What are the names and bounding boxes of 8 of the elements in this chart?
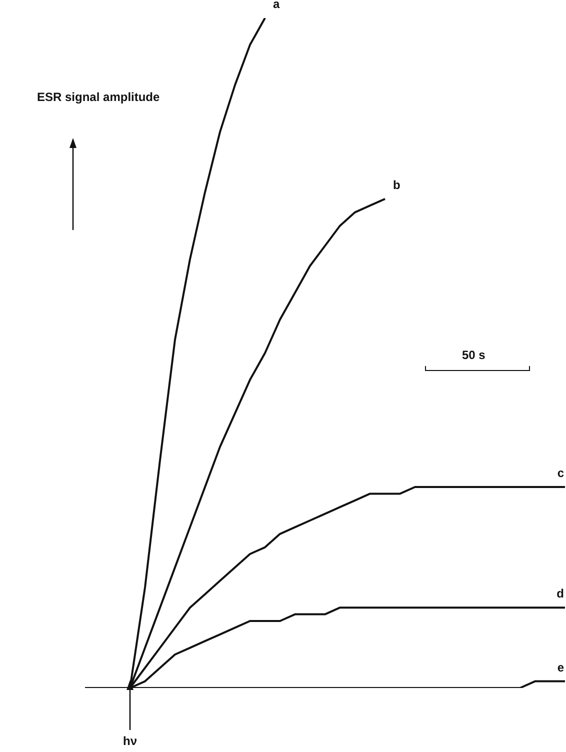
- series-label: e: [557, 660, 564, 674]
- annotation: 50 s: [462, 348, 486, 362]
- series-label: b: [393, 178, 400, 192]
- series-label: c: [557, 466, 564, 480]
- y-axis-title: ESR signal amplitude: [37, 90, 160, 104]
- series-label: a: [273, 0, 280, 11]
- text: hν: [123, 734, 138, 748]
- series-label: d: [556, 586, 564, 601]
